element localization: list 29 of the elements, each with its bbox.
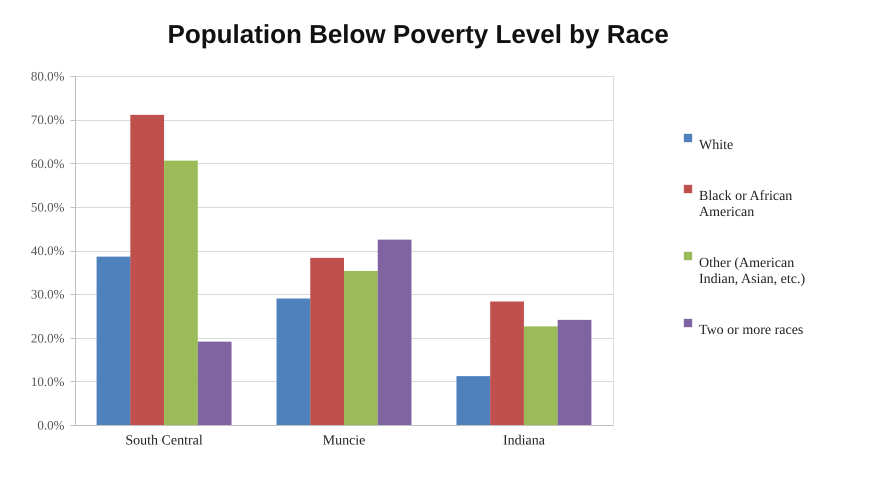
chart-title: Population Below Poverty Level by Race (168, 19, 669, 49)
y-tick-label: 10.0% (30, 374, 65, 389)
legend-label: White (699, 138, 734, 153)
bar (198, 342, 232, 425)
y-tick-label: 0.0% (37, 418, 65, 432)
bar (558, 320, 592, 425)
bar (164, 160, 198, 425)
bar (490, 302, 524, 425)
y-tick-label: 30.0% (30, 286, 65, 302)
bar (310, 258, 344, 425)
bar (456, 376, 490, 425)
bar (96, 256, 130, 425)
bar (344, 271, 378, 425)
y-tick-label: 40.0% (30, 243, 65, 258)
bar (378, 240, 412, 425)
y-tick-label: 20.0% (30, 330, 65, 346)
y-tick-label: 50.0% (30, 199, 65, 214)
y-tick-label: 70.0% (30, 112, 65, 128)
y-tick-label: 60.0% (30, 156, 65, 171)
x-tick-label: Muncie (322, 434, 366, 448)
legend-label: Two or more races (699, 323, 804, 338)
legend-label: Other (American Indian, Asian, etc.) (699, 256, 806, 287)
bar (524, 326, 558, 425)
x-tick-label: South Central (125, 434, 203, 448)
y-tick-label: 80.0% (30, 68, 65, 84)
x-tick-label: Indiana (502, 434, 546, 448)
bar (130, 114, 164, 425)
legend-label: Black or African American (699, 189, 792, 220)
bar (276, 298, 310, 425)
